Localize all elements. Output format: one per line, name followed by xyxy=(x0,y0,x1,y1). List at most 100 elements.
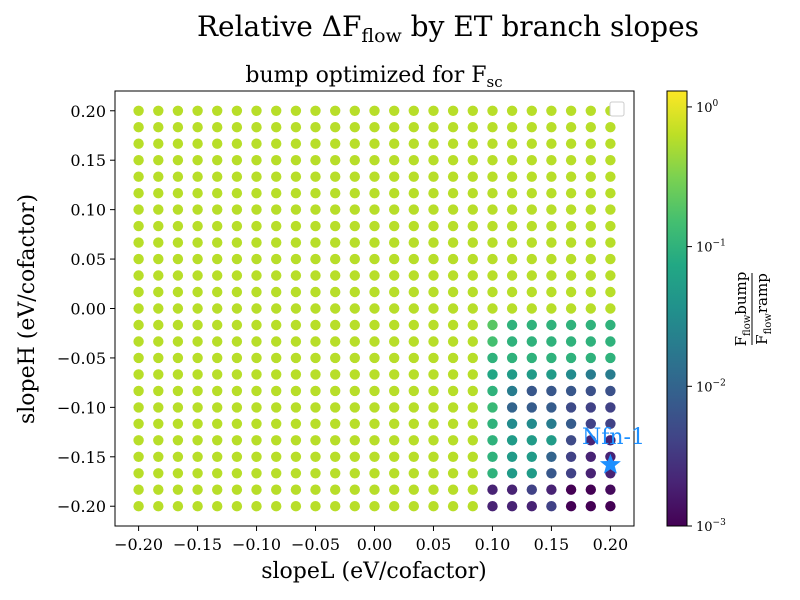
data-point xyxy=(605,303,616,314)
data-point xyxy=(330,385,341,397)
x-tick-label: 0.00 xyxy=(357,535,393,554)
data-point xyxy=(408,270,419,281)
data-point xyxy=(192,220,203,232)
data-point xyxy=(487,418,498,429)
data-point xyxy=(212,435,223,446)
data-point xyxy=(546,303,557,314)
data-point xyxy=(585,188,596,199)
data-point xyxy=(330,369,341,380)
data-point xyxy=(212,336,223,347)
data-point xyxy=(428,220,439,232)
data-point xyxy=(408,237,419,248)
data-point xyxy=(447,418,459,429)
data-point xyxy=(447,105,459,117)
data-point xyxy=(251,171,262,182)
x-axis-ticks: −0.20 −0.15 −0.10 −0.05 0.00 0.05 0.10 0.15 0.20 xyxy=(114,526,628,554)
data-point xyxy=(133,188,144,199)
data-point xyxy=(428,155,439,166)
y-tick-label: 0.05 xyxy=(70,250,106,269)
data-point xyxy=(172,369,184,380)
data-point xyxy=(487,188,498,199)
data-point xyxy=(251,451,262,462)
data-point xyxy=(231,319,243,331)
data-point xyxy=(192,385,203,397)
data-point xyxy=(290,171,302,182)
data-point xyxy=(487,369,498,380)
data-point xyxy=(153,188,164,199)
data-point xyxy=(349,468,360,479)
data-point xyxy=(310,171,321,182)
data-point xyxy=(153,501,164,512)
data-point xyxy=(408,402,419,413)
data-point xyxy=(428,451,439,462)
data-point xyxy=(389,451,400,462)
data-point xyxy=(153,138,164,149)
figure-title: Relative ΔFflow by ET branch slopes xyxy=(197,10,699,47)
data-point xyxy=(408,336,419,347)
data-point xyxy=(526,352,537,364)
data-point xyxy=(565,122,577,133)
data-point xyxy=(506,369,518,380)
data-point xyxy=(467,204,478,215)
data-point xyxy=(585,352,596,364)
data-point xyxy=(172,336,184,347)
data-point xyxy=(349,451,360,462)
svg-text:Fflowbump: Fflowbump xyxy=(732,272,753,347)
data-point xyxy=(310,484,321,495)
data-point xyxy=(546,484,557,495)
data-point xyxy=(369,303,380,314)
data-point xyxy=(251,402,262,413)
data-point xyxy=(565,188,577,199)
data-point xyxy=(310,435,321,446)
data-point xyxy=(487,451,498,462)
data-point xyxy=(447,122,459,133)
data-point xyxy=(192,435,203,446)
data-point xyxy=(585,138,596,149)
data-point xyxy=(546,253,557,265)
data-point xyxy=(526,369,537,380)
data-point xyxy=(408,501,419,512)
data-point xyxy=(389,171,400,182)
data-point xyxy=(605,171,616,182)
data-point xyxy=(467,435,478,446)
nfn-1-label: Nfn-1 xyxy=(582,425,645,450)
data-point xyxy=(585,171,596,182)
data-point xyxy=(526,501,537,512)
data-point xyxy=(271,122,282,133)
data-point xyxy=(172,204,184,215)
data-point xyxy=(330,435,341,446)
x-tick-label: 0.20 xyxy=(593,535,629,554)
data-point xyxy=(231,418,243,429)
data-point xyxy=(565,468,577,479)
data-point xyxy=(447,220,459,232)
y-axis-label: slopeH (eV/cofactor) xyxy=(15,194,40,424)
data-point xyxy=(251,155,262,166)
data-point xyxy=(447,286,459,298)
data-point xyxy=(330,204,341,215)
data-point xyxy=(172,418,184,429)
data-point xyxy=(349,220,360,232)
data-point xyxy=(251,138,262,149)
data-point xyxy=(192,352,203,364)
data-point xyxy=(565,484,577,495)
data-point xyxy=(153,270,164,281)
data-point xyxy=(290,369,302,380)
data-point xyxy=(487,319,498,331)
data-point xyxy=(428,171,439,182)
data-point xyxy=(369,220,380,232)
data-point xyxy=(212,468,223,479)
data-point xyxy=(172,451,184,462)
data-point xyxy=(546,352,557,364)
data-point xyxy=(349,270,360,281)
data-point xyxy=(447,352,459,364)
data-point xyxy=(231,303,243,314)
data-point xyxy=(251,303,262,314)
data-point xyxy=(428,336,439,347)
data-point xyxy=(447,468,459,479)
data-point xyxy=(546,155,557,166)
data-point xyxy=(310,451,321,462)
data-point xyxy=(389,468,400,479)
data-point xyxy=(153,155,164,166)
data-point xyxy=(546,402,557,413)
data-point xyxy=(526,484,537,495)
